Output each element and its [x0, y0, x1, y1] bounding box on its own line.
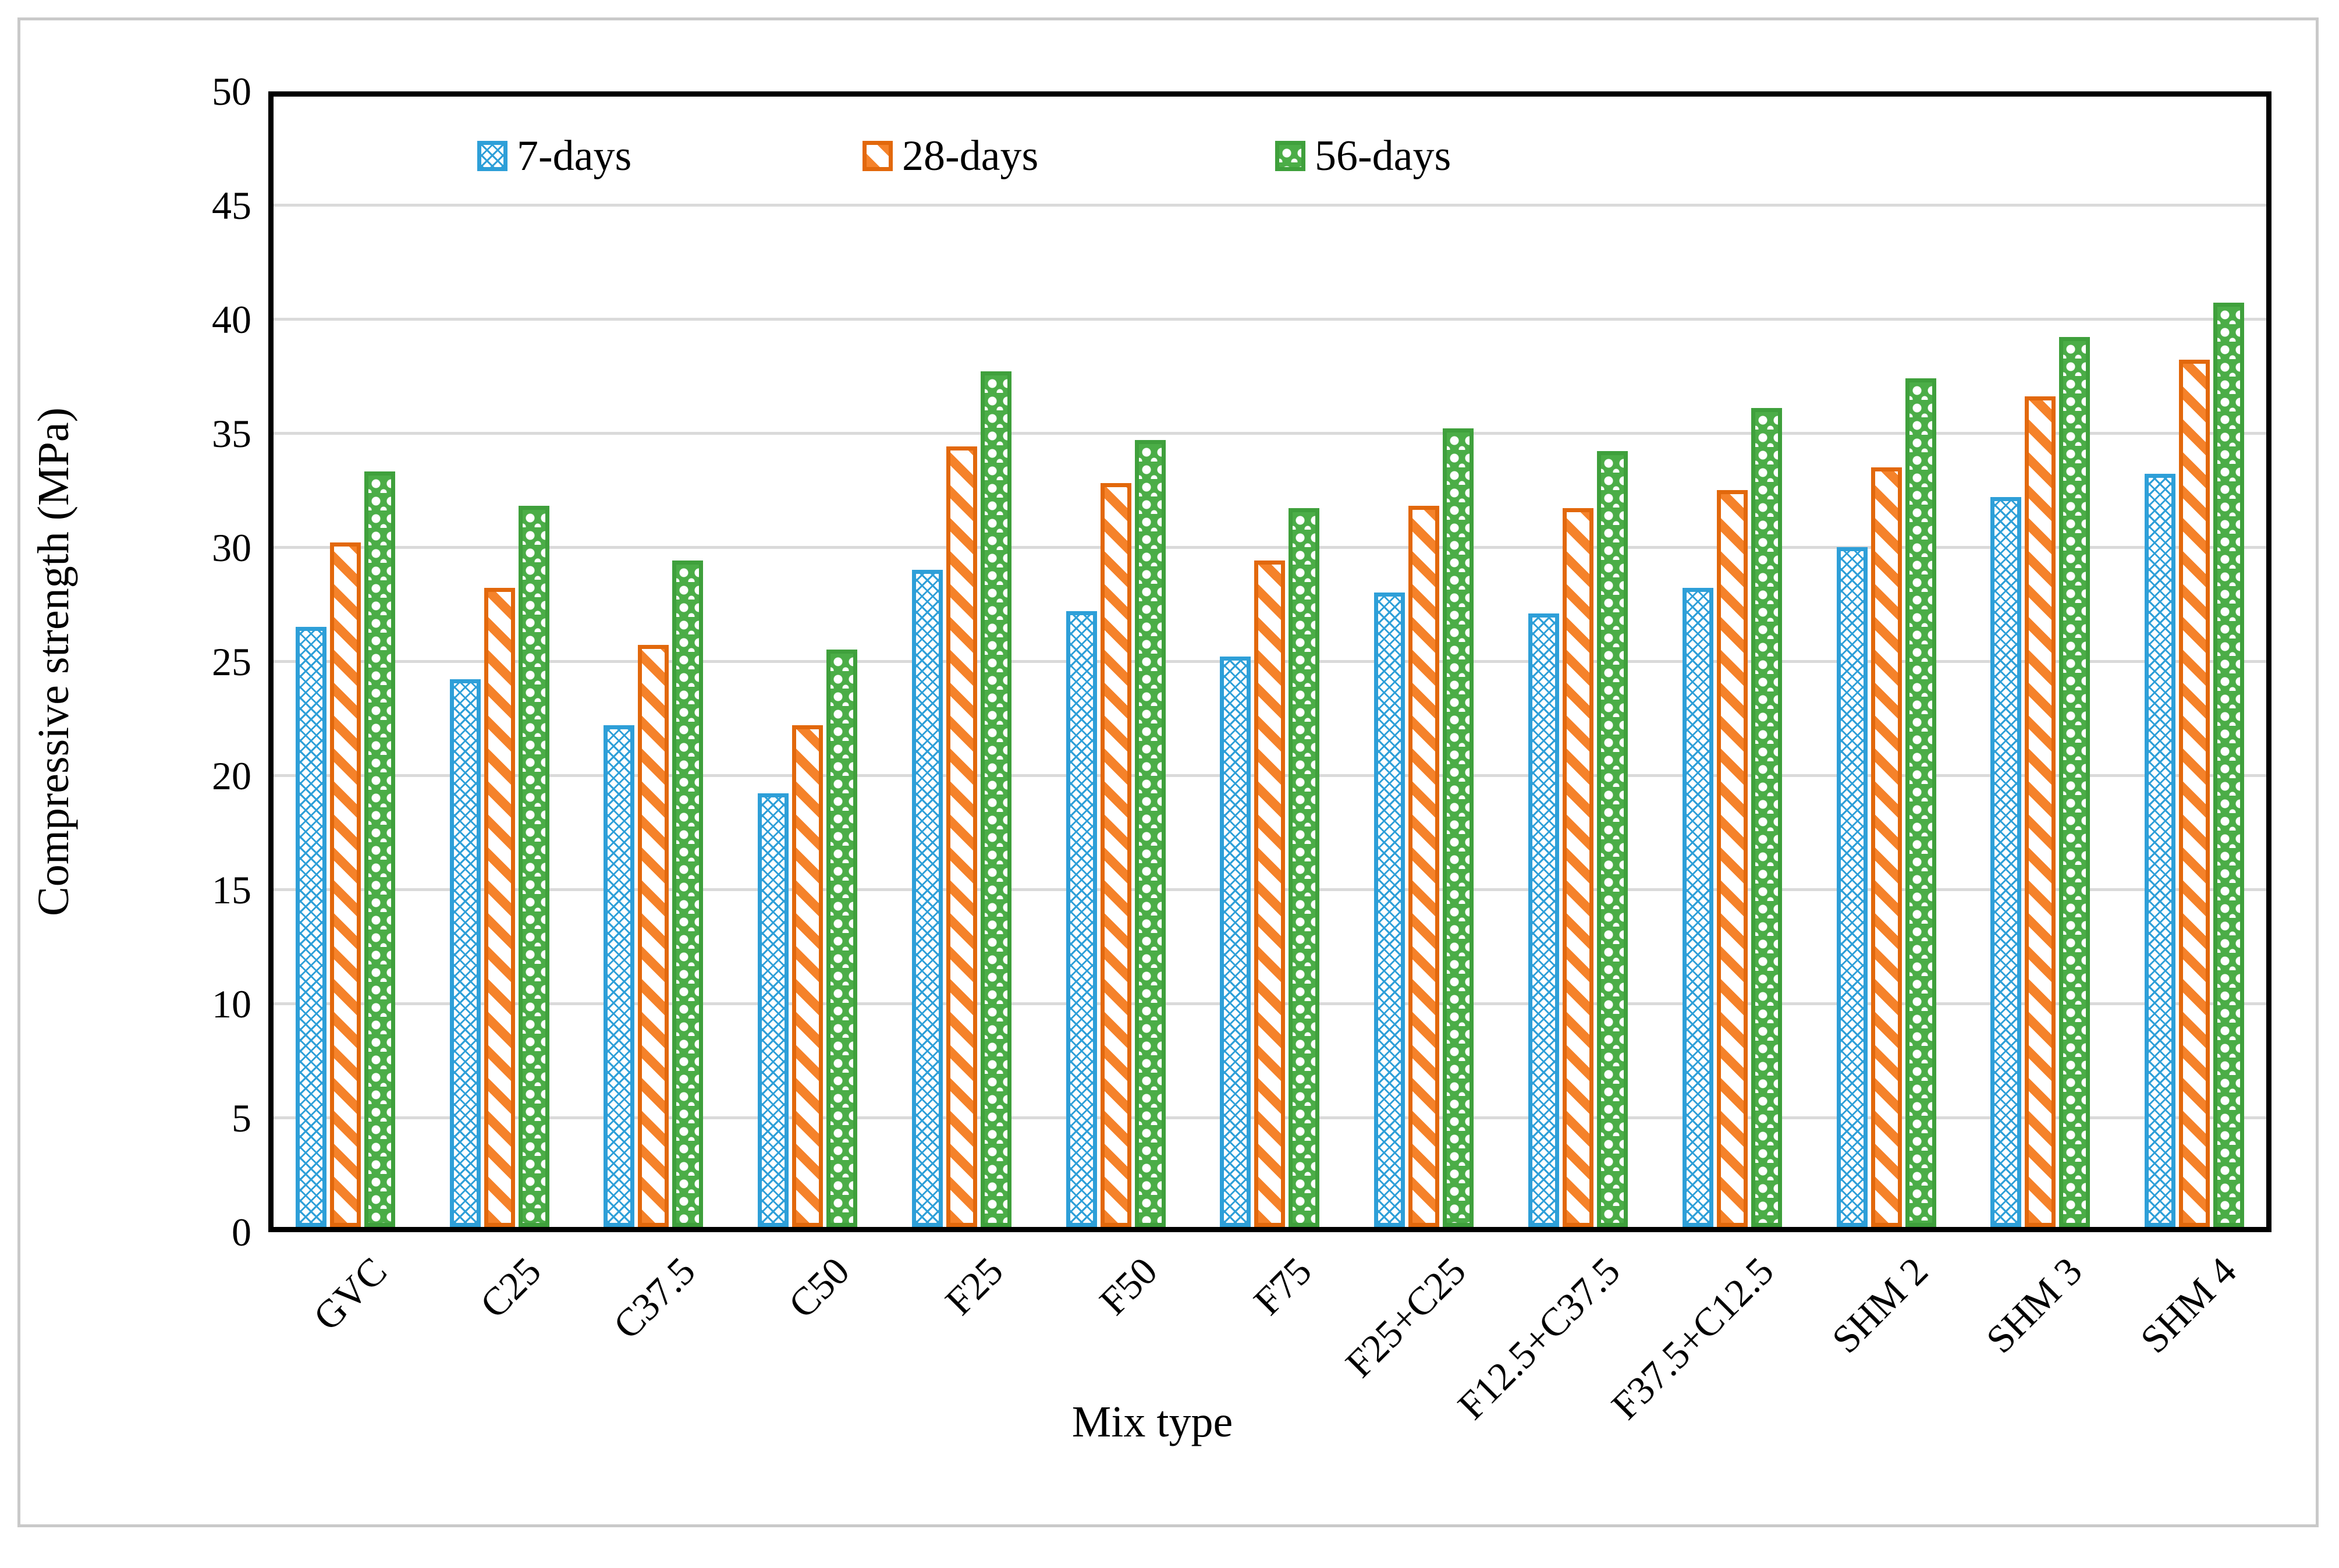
bar-group-C37.5	[577, 560, 731, 1227]
bar-group-F25	[885, 371, 1039, 1227]
bar-56-days-SHM 3	[2059, 337, 2090, 1227]
bar-group-SHM 2	[1809, 378, 1964, 1227]
y-tick-label-25: 25	[212, 640, 251, 684]
plot-area	[268, 91, 2271, 1232]
chart-outer-frame	[17, 17, 2319, 1527]
legend-label-7-days: 7-days	[517, 132, 632, 180]
bar-group-F50	[1039, 439, 1193, 1227]
bar-56-days-F25+C25	[1443, 428, 1474, 1227]
y-tick-label-40: 40	[212, 297, 251, 342]
bar-group-C50	[730, 650, 885, 1227]
bar-56-days-GVC	[364, 471, 395, 1227]
bar-group-F12.5+C37.5	[1501, 451, 1655, 1227]
bar-7-days-C37.5	[604, 725, 635, 1227]
bar-28-days-SHM 3	[2025, 396, 2056, 1227]
y-tick-label-10: 10	[212, 982, 251, 1026]
y-tick-label-0: 0	[232, 1210, 251, 1254]
bar-56-days-C25	[518, 506, 549, 1227]
bar-56-days-F50	[1134, 439, 1166, 1227]
bar-7-days-C50	[758, 793, 789, 1227]
bar-28-days-C37.5	[638, 645, 669, 1227]
bar-7-days-F37.5+C12.5	[1682, 588, 1713, 1227]
gridline-30	[274, 546, 2266, 549]
bar-group-F37.5+C12.5	[1655, 407, 1809, 1227]
bar-7-days-F12.5+C37.5	[1528, 613, 1560, 1227]
bar-7-days-F25+C25	[1374, 593, 1405, 1227]
legend-item-7-days: 7-days	[477, 132, 632, 180]
bar-group-F75	[1193, 508, 1347, 1227]
bar-56-days-SHM 2	[1905, 378, 1936, 1227]
y-tick-label-5: 5	[232, 1096, 251, 1140]
y-tick-label-15: 15	[212, 868, 251, 912]
legend-label-56-days: 56-days	[1315, 132, 1451, 180]
y-tick-label-45: 45	[212, 183, 251, 228]
y-tick-label-35: 35	[212, 411, 251, 456]
bar-28-days-F25	[946, 446, 977, 1227]
gridline-35	[274, 432, 2266, 435]
gridline-40	[274, 318, 2266, 321]
bar-group-SHM 3	[1963, 337, 2117, 1227]
bar-28-days-SHM 4	[2179, 360, 2210, 1227]
bar-28-days-SHM 2	[1871, 467, 1902, 1227]
bar-56-days-F25	[980, 371, 1011, 1227]
legend-swatch-7-days	[477, 141, 507, 171]
bar-7-days-GVC	[295, 627, 326, 1227]
bar-28-days-C50	[792, 725, 824, 1227]
bar-28-days-F37.5+C12.5	[1716, 489, 1748, 1227]
gridline-45	[274, 204, 2266, 207]
bar-7-days-C25	[449, 679, 481, 1227]
bar-28-days-F25+C25	[1408, 506, 1440, 1227]
bar-group-F25+C25	[1347, 428, 1501, 1227]
bar-56-days-F75	[1289, 508, 1320, 1227]
bar-28-days-GVC	[329, 542, 361, 1227]
bar-28-days-F12.5+C37.5	[1563, 508, 1594, 1227]
bar-56-days-C50	[826, 650, 858, 1227]
legend-swatch-28-days	[863, 141, 893, 171]
bar-7-days-F50	[1066, 611, 1097, 1227]
bar-28-days-F75	[1254, 560, 1286, 1227]
bar-28-days-C25	[484, 588, 515, 1227]
bar-28-days-F50	[1100, 483, 1131, 1227]
legend-swatch-56-days	[1275, 141, 1305, 171]
legend-item-56-days: 56-days	[1275, 132, 1451, 180]
bar-56-days-C37.5	[672, 560, 704, 1227]
bar-7-days-SHM 3	[1990, 496, 2022, 1227]
bar-7-days-SHM 2	[1836, 547, 1868, 1227]
y-tick-label-50: 50	[212, 69, 251, 113]
bar-group-SHM 4	[2117, 303, 2271, 1227]
bar-56-days-SHM 4	[2213, 303, 2245, 1227]
y-tick-label-30: 30	[212, 526, 251, 570]
bar-7-days-F25	[911, 570, 943, 1227]
legend-label-28-days: 28-days	[902, 132, 1039, 180]
bar-56-days-F12.5+C37.5	[1597, 451, 1628, 1227]
bar-group-C25	[423, 506, 577, 1227]
bar-7-days-SHM 4	[2145, 474, 2176, 1227]
x-axis-title: Mix type	[1071, 1397, 1233, 1446]
bar-56-days-F37.5+C12.5	[1751, 407, 1782, 1227]
legend-item-28-days: 28-days	[863, 132, 1039, 180]
bar-7-days-F75	[1220, 657, 1251, 1227]
bar-group-GVC	[268, 471, 423, 1227]
y-tick-label-20: 20	[212, 754, 251, 798]
